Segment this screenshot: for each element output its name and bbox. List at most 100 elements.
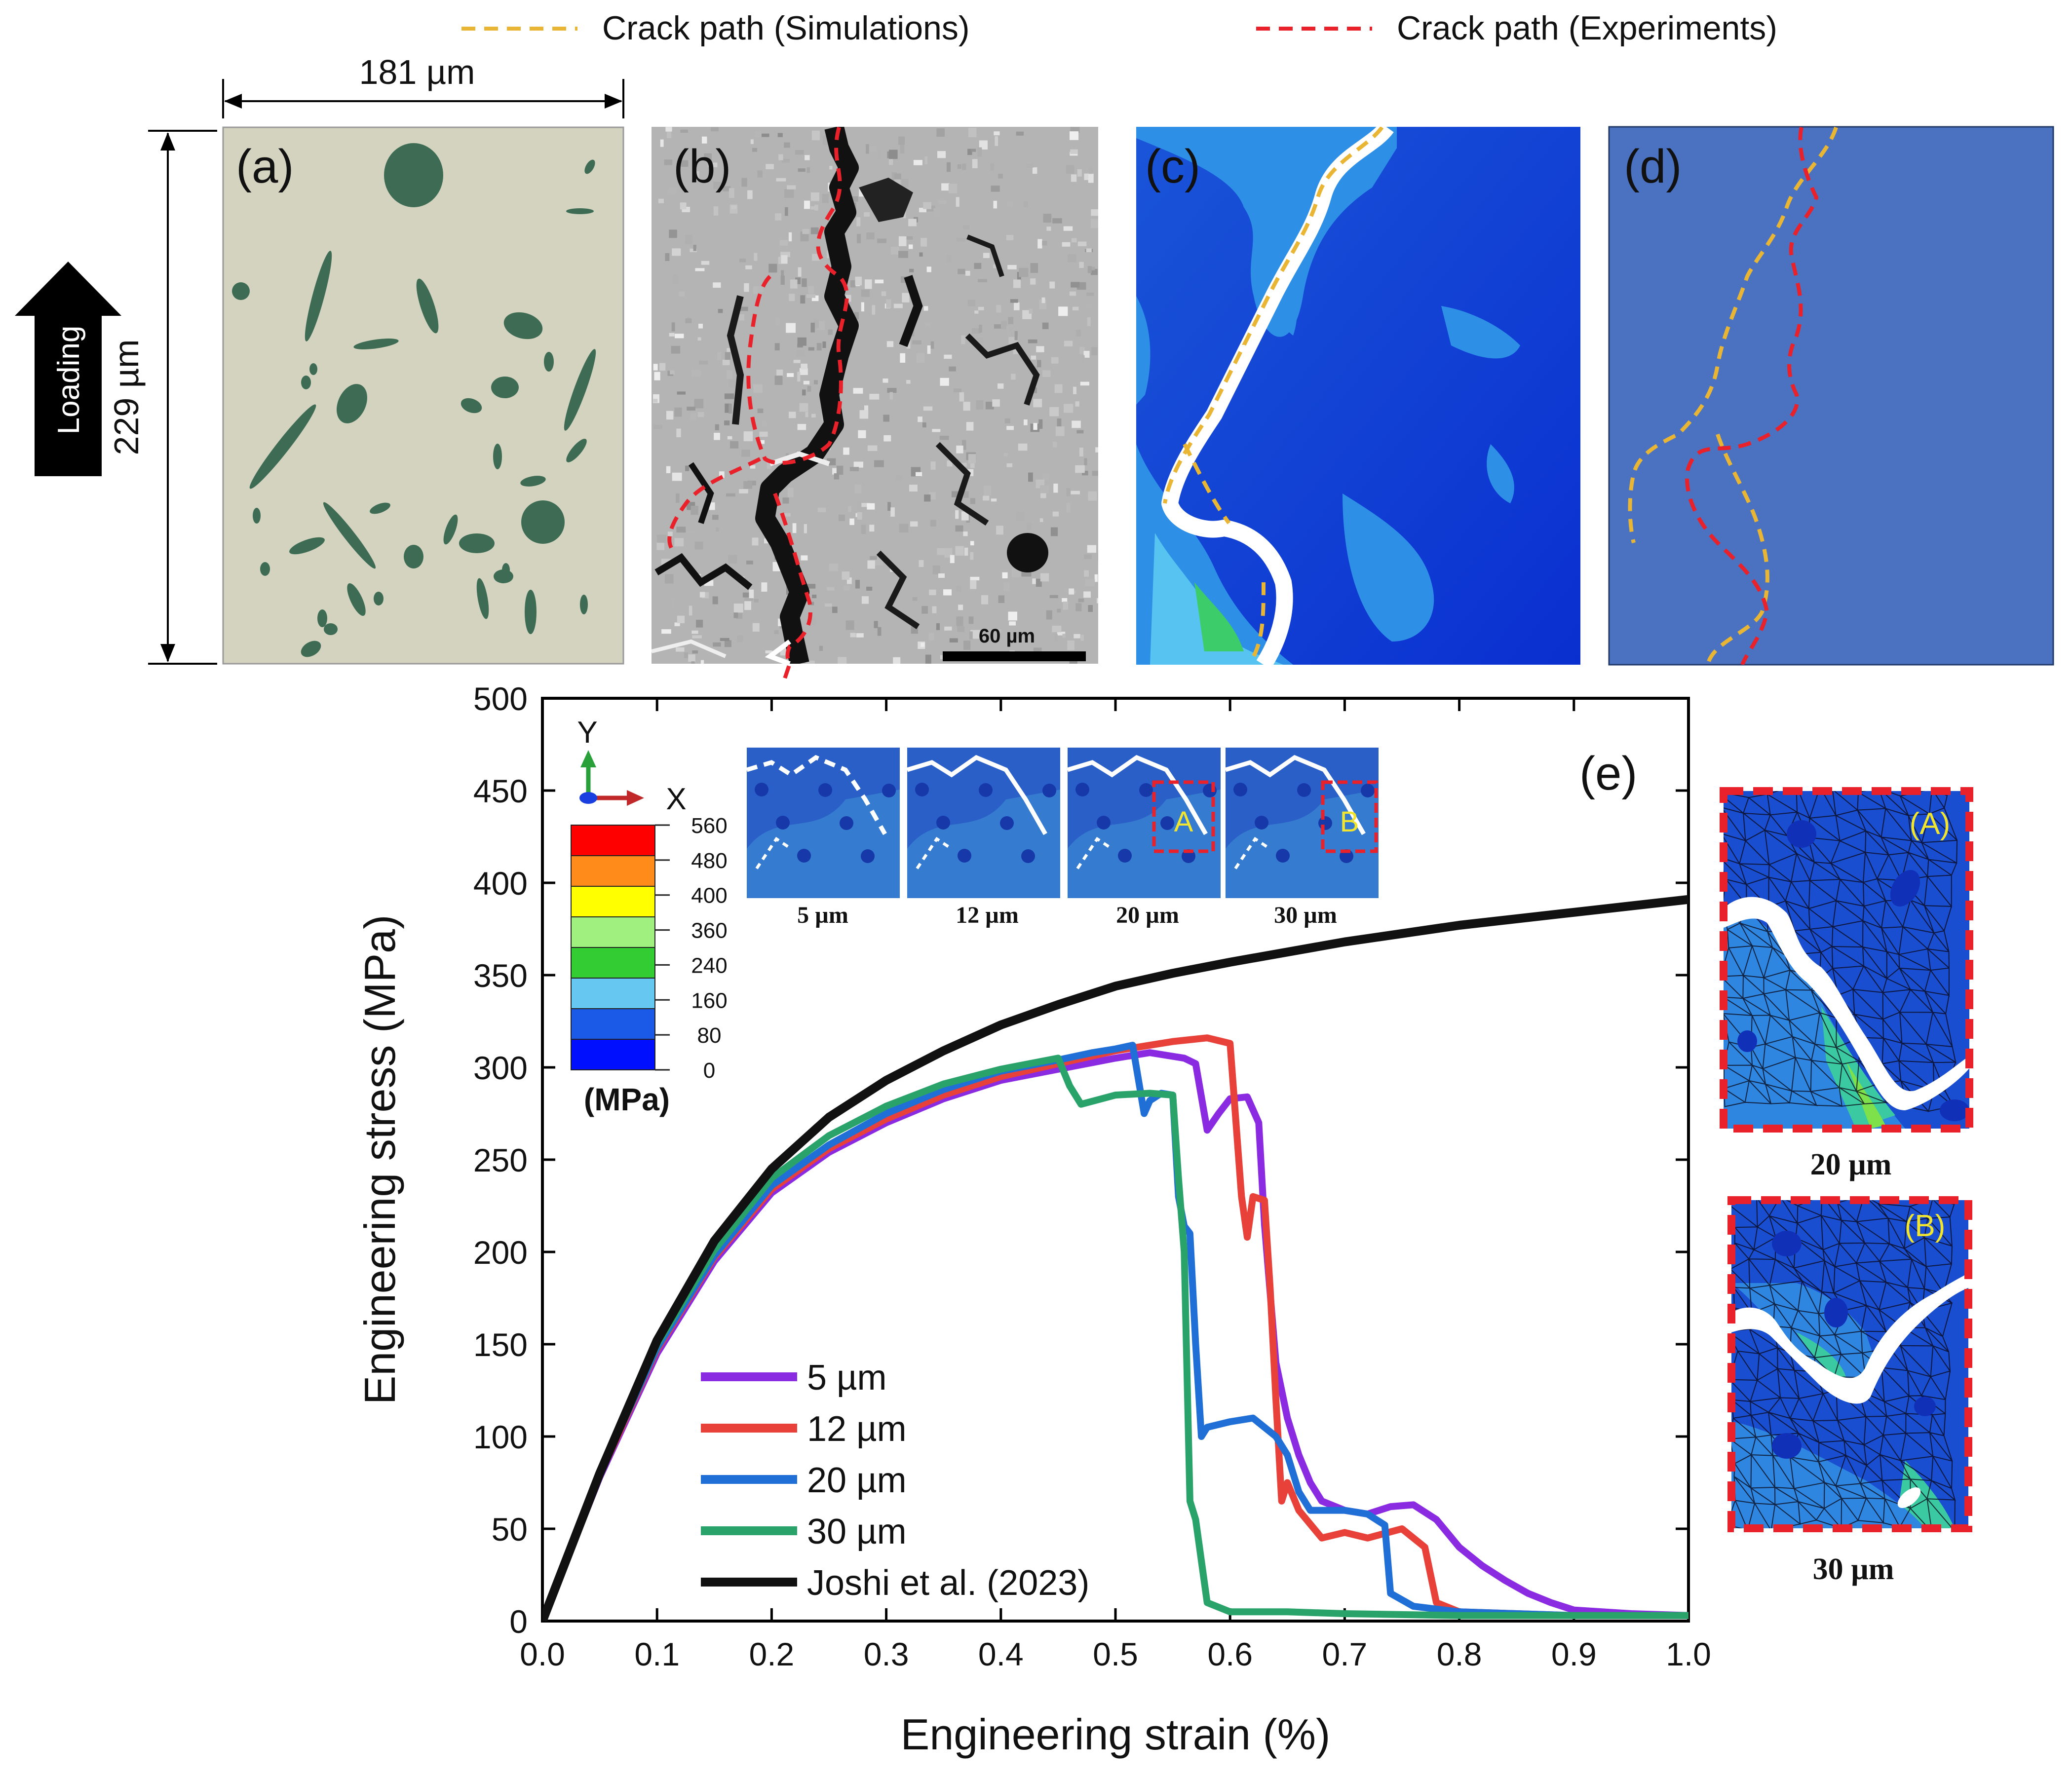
- inset-thumb-2: [1067, 748, 1221, 898]
- particle: [564, 349, 596, 431]
- colorbar-label-3: 360: [691, 919, 727, 943]
- colorbar-swatch-3: [571, 916, 655, 948]
- colorbar-swatches: [571, 825, 655, 1070]
- particle: [301, 376, 311, 389]
- particle: [544, 352, 554, 372]
- y-tick-label: 0: [509, 1603, 528, 1640]
- colorbar-label-4: 240: [691, 953, 727, 978]
- colorbar-label-7: 0: [703, 1059, 715, 1083]
- zoom-a-caption: 20 µm: [1810, 1148, 1892, 1181]
- particle: [384, 143, 443, 207]
- particles: [232, 143, 596, 657]
- legend-label-2: 20 µm: [807, 1461, 907, 1500]
- inset-label-12: 12 µm: [956, 902, 1019, 928]
- particle: [232, 282, 250, 300]
- inset-box-b: [1321, 780, 1378, 853]
- zoom-b-caption: 30 µm: [1813, 1552, 1894, 1586]
- panel-b: 60 µm (b): [652, 126, 1098, 680]
- zoom-a-mesh: [1724, 791, 1958, 1113]
- width-dimension: 181 µm: [222, 53, 624, 118]
- particle: [324, 623, 338, 635]
- particle: [493, 444, 502, 469]
- colorbar-swatch-2: [571, 886, 655, 917]
- panel-c-label: (c): [1145, 140, 1200, 193]
- legend-label-0: 5 µm: [807, 1358, 887, 1398]
- inset-thumb-1: [906, 748, 1060, 898]
- particle: [370, 502, 390, 514]
- panel-d-label: (d): [1624, 140, 1682, 193]
- colorbar-unit: (MPa): [584, 1082, 670, 1117]
- legend-exp-label: Crack path (Experiments): [1397, 9, 1777, 47]
- particle: [253, 508, 261, 524]
- x-axis-label: Engineering strain (%): [901, 1710, 1331, 1759]
- x-tick-label: 0.9: [1551, 1636, 1597, 1672]
- particle: [520, 476, 546, 487]
- zoom-a-border: [1720, 787, 1973, 1133]
- particle: [404, 545, 423, 568]
- particle: [347, 583, 366, 616]
- sim-crack-overlay-c: [1163, 127, 1384, 657]
- zoom-b: (B) 30 µm: [1727, 1196, 1972, 1586]
- particle: [309, 363, 317, 375]
- y-tick-label: 50: [492, 1511, 528, 1548]
- colorbar-swatch-0: [571, 825, 655, 856]
- particle: [353, 339, 399, 349]
- panel-e-label: (e): [1579, 747, 1637, 800]
- particle: [323, 502, 376, 569]
- sem-crack-overlay: [667, 126, 849, 680]
- y-tick-label: 450: [473, 773, 528, 809]
- chart-legend: 5 µm 12 µm 20 µm 30 µm Joshi et al. (2023): [701, 1358, 1089, 1603]
- zoom-a-tag: (A): [1910, 807, 1951, 841]
- legend-sim-label: Crack path (Simulations): [602, 9, 969, 47]
- colorbar-swatch-4: [571, 947, 655, 979]
- particle: [460, 398, 482, 414]
- legend-label-4: Joshi et al. (2023): [807, 1563, 1089, 1603]
- panel-a-label: (a): [236, 140, 294, 193]
- y-tick-label: 200: [473, 1234, 528, 1271]
- x-tick-label: 0.4: [978, 1636, 1024, 1672]
- stress-strain-chart: 0 50 100 150 200 250 300 350 400 450 500 0.0 0.1 0.2…: [355, 681, 1711, 1759]
- x-tick-label: 0.3: [864, 1636, 909, 1672]
- colorbar-label-5: 160: [691, 988, 727, 1013]
- colorbar-swatch-1: [571, 855, 655, 887]
- particle: [580, 595, 588, 614]
- panel-d: (d): [1608, 126, 2054, 666]
- y-tick-label: 300: [473, 1050, 528, 1086]
- y-tick-label: 250: [473, 1142, 528, 1178]
- zoom-b-border: [1727, 1196, 1972, 1532]
- y-tick-label: 150: [473, 1326, 528, 1363]
- particle: [260, 562, 270, 576]
- x-tick-label: 1.0: [1666, 1636, 1711, 1672]
- particle: [491, 377, 519, 398]
- particle: [584, 159, 595, 174]
- y-tick-label: 100: [473, 1419, 528, 1455]
- y-tick-label: 500: [473, 681, 528, 717]
- panel-d-background: [1608, 126, 2054, 666]
- colorbar-label-2: 400: [691, 884, 727, 908]
- inset-label-20: 20 µm: [1116, 902, 1179, 928]
- axis-y-letter: Y: [577, 716, 597, 750]
- particle: [566, 439, 587, 462]
- x-tick-label: 0.1: [634, 1636, 680, 1672]
- height-dim-label: 229 µm: [107, 340, 146, 455]
- sem-crack: [652, 127, 1048, 664]
- particle: [459, 533, 495, 553]
- panel-b-label: (b): [673, 140, 731, 193]
- inset-box-a: [1152, 780, 1215, 853]
- fe-crack: [1161, 127, 1394, 665]
- inset-label-30: 30 µm: [1274, 902, 1337, 928]
- colorbar-label-1: 480: [691, 849, 727, 873]
- series-line-2: [542, 1042, 1688, 1621]
- inset-box-b-label: B: [1340, 806, 1359, 838]
- y-tick-label: 400: [473, 865, 528, 902]
- x-ticks: 0.0 0.1 0.2 0.3 0.4 0.5 0.6 0.7 0.8 0.9 1.0: [520, 698, 1711, 1672]
- x-tick-label: 0.2: [749, 1636, 795, 1672]
- panel-c: (c): [1136, 127, 1580, 665]
- zoom-a-crack: [1724, 897, 1969, 1110]
- inset-label-5: 5 µm: [797, 902, 848, 928]
- zoom-a: (A) 20 µm: [1720, 787, 1973, 1181]
- particle: [337, 384, 367, 423]
- x-tick-label: 0.7: [1322, 1636, 1368, 1672]
- colorbar-swatch-7: [571, 1039, 655, 1070]
